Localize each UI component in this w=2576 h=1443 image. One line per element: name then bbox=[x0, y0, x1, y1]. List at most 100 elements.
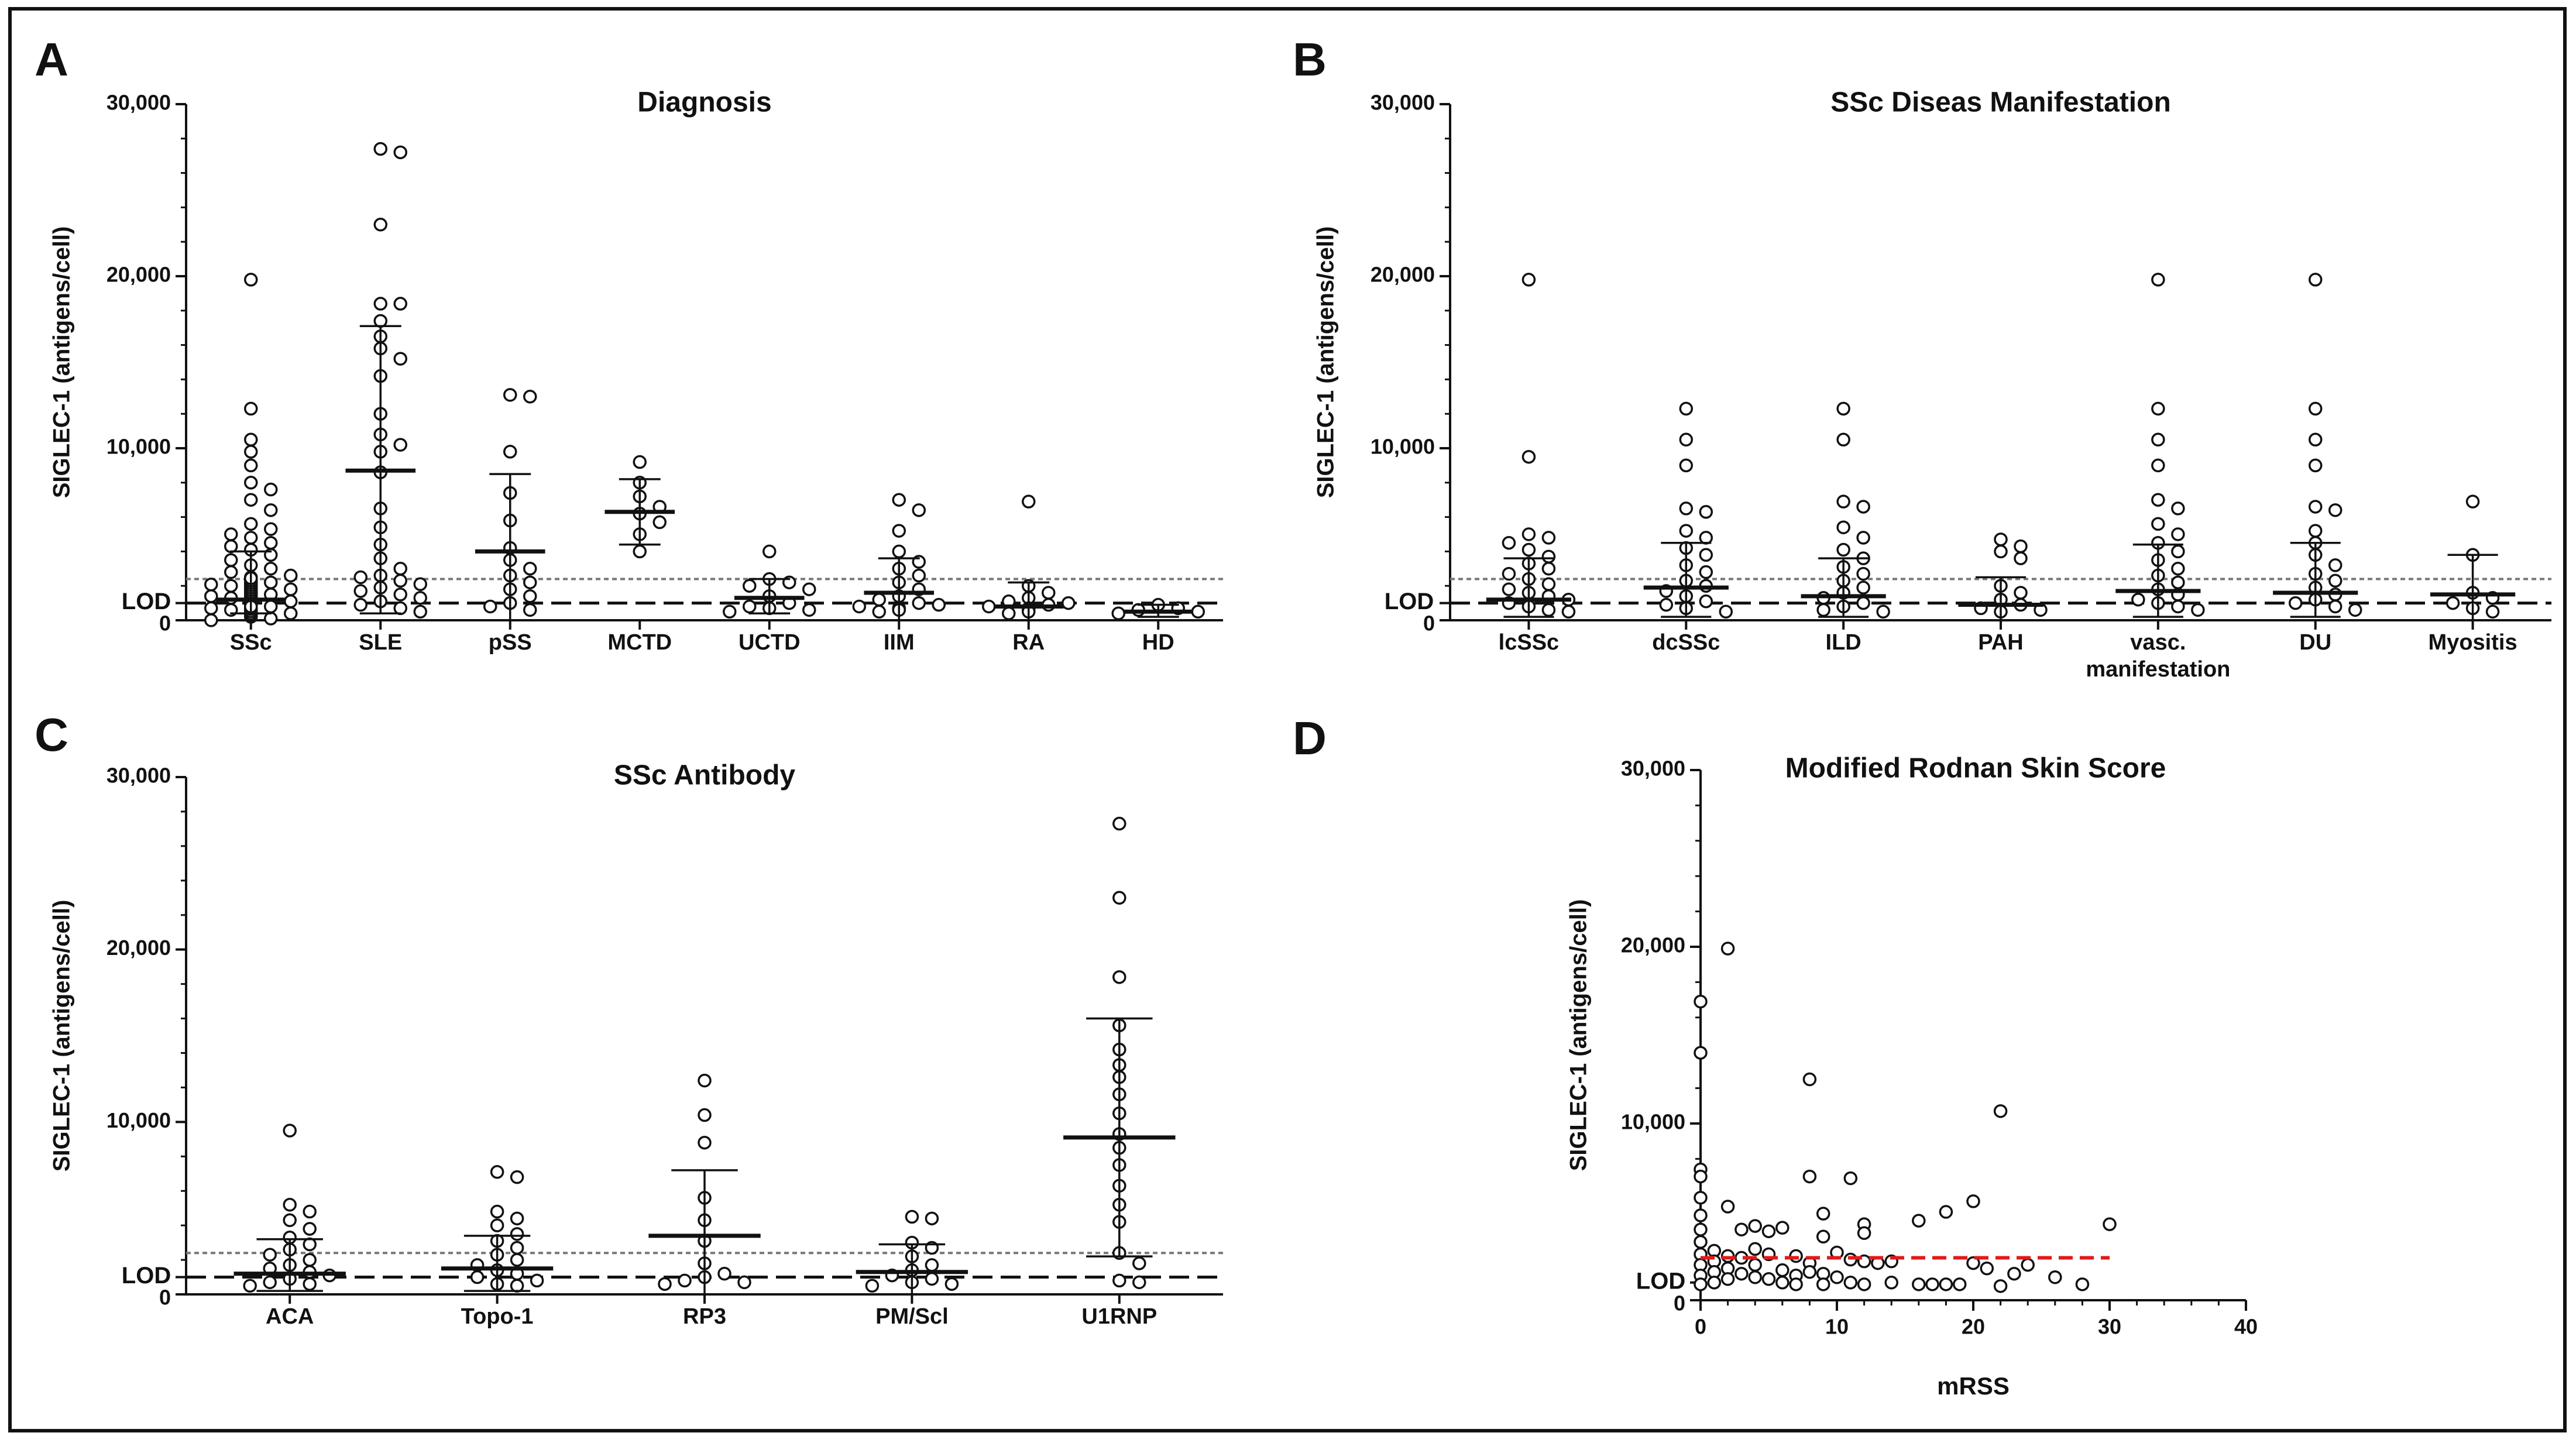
chart-title: Modified Rodnan Skin Score bbox=[1785, 753, 2166, 784]
data-point bbox=[1062, 596, 1076, 610]
y-tick-label: 30,000 bbox=[1371, 91, 1435, 115]
y-axis-label: SIGLEC-1 (antigens/cell) bbox=[49, 226, 75, 499]
data-point bbox=[1994, 544, 2008, 559]
data-point bbox=[1679, 524, 1694, 538]
data-point bbox=[1836, 542, 1850, 557]
y-tick-label: 20,000 bbox=[1621, 933, 1685, 957]
category-sle: SLE bbox=[345, 142, 427, 655]
data-point bbox=[1699, 548, 1713, 562]
data-point bbox=[865, 1279, 880, 1293]
data-point bbox=[1816, 1229, 1830, 1244]
data-point bbox=[1132, 1256, 1146, 1270]
data-point bbox=[763, 544, 777, 559]
data-point bbox=[1112, 891, 1126, 905]
data-point bbox=[1694, 1046, 1708, 1060]
data-point bbox=[1993, 1104, 2008, 1118]
x-axis-label: mRSS bbox=[1937, 1372, 2010, 1400]
data-point bbox=[2171, 575, 2185, 590]
data-point bbox=[523, 603, 537, 617]
x-tick-label: Topo-1 bbox=[461, 1304, 534, 1329]
lod-label: LOD bbox=[1385, 589, 1434, 614]
data-point bbox=[1789, 1277, 1803, 1291]
data-point bbox=[353, 570, 367, 585]
y-tick-label: 0 bbox=[159, 1286, 171, 1310]
data-point bbox=[263, 1248, 277, 1262]
data-point bbox=[723, 604, 737, 619]
data-point bbox=[1002, 606, 1016, 620]
data-point bbox=[1521, 527, 1536, 541]
data-point bbox=[243, 1279, 257, 1293]
y-tick-label: 0 bbox=[1674, 1291, 1685, 1315]
data-point bbox=[652, 515, 667, 530]
data-point bbox=[1042, 586, 1056, 600]
data-point bbox=[2308, 524, 2323, 538]
panel-label: B bbox=[1293, 33, 1327, 85]
data-point bbox=[1994, 532, 2008, 547]
data-point bbox=[2328, 573, 2343, 588]
data-point bbox=[470, 1270, 485, 1284]
category-vasc-manifestation: vasc. manifestation bbox=[2086, 273, 2230, 682]
data-point bbox=[244, 445, 258, 459]
x-tick-label: MCTD bbox=[607, 630, 672, 655]
y-axis-label: SIGLEC-1 (antigens/cell) bbox=[1313, 226, 1339, 499]
chart-title: Diagnosis bbox=[637, 87, 771, 118]
data-point bbox=[393, 297, 407, 311]
data-point bbox=[1980, 1261, 1994, 1276]
data-point bbox=[1856, 596, 1870, 610]
data-point bbox=[284, 606, 298, 620]
x-tick-label: RP3 bbox=[683, 1304, 726, 1329]
y-tick-label: 10,000 bbox=[1621, 1110, 1685, 1134]
data-point bbox=[1966, 1194, 1980, 1208]
x-tick-label: SSc bbox=[230, 630, 272, 655]
y-axis-label: SIGLEC-1 (antigens/cell) bbox=[1566, 899, 1592, 1171]
data-point bbox=[224, 527, 238, 541]
data-point bbox=[1939, 1205, 1953, 1219]
panel-label: C bbox=[35, 709, 68, 761]
y-tick-label: 10,000 bbox=[1371, 435, 1435, 459]
panel-b: B SSc Diseas Manifestation SIGLEC-1 (antig… bbox=[1293, 33, 2551, 682]
lod-label: LOD bbox=[122, 589, 171, 614]
data-point bbox=[2151, 401, 2165, 416]
data-point bbox=[523, 575, 537, 590]
data-point bbox=[1720, 1272, 1735, 1286]
x-tick-label: 30 bbox=[2098, 1315, 2121, 1339]
data-point bbox=[244, 493, 258, 507]
data-point bbox=[932, 597, 946, 612]
data-point bbox=[2151, 458, 2165, 473]
x-tick-label: 40 bbox=[2234, 1315, 2258, 1339]
data-point bbox=[1694, 1191, 1708, 1205]
data-point bbox=[1836, 401, 1850, 416]
data-point bbox=[303, 1277, 317, 1291]
data-point bbox=[303, 1237, 317, 1252]
data-point bbox=[1843, 1276, 1858, 1290]
category-u1rnp: U1RNP bbox=[1063, 816, 1176, 1329]
category-hd: HD bbox=[1111, 597, 1205, 655]
data-point bbox=[1856, 566, 1870, 581]
data-point bbox=[284, 582, 298, 596]
data-point bbox=[2308, 458, 2323, 473]
data-point bbox=[1694, 1169, 1708, 1184]
x-tick-label: U1RNP bbox=[1081, 1304, 1157, 1329]
category-pm-scl: PM/Scl bbox=[856, 1210, 968, 1329]
data-point bbox=[353, 597, 367, 612]
data-point bbox=[2014, 551, 2028, 565]
data-point bbox=[2014, 586, 2028, 600]
data-point bbox=[503, 445, 517, 459]
x-tick-label: 0 bbox=[1695, 1315, 1706, 1339]
data-point bbox=[393, 562, 407, 576]
lod-label: LOD bbox=[1636, 1268, 1685, 1294]
category-topo-1: Topo-1 bbox=[441, 1165, 554, 1329]
x-tick-label: Myositis bbox=[2429, 630, 2517, 655]
data-point bbox=[892, 544, 906, 559]
data-point bbox=[1720, 942, 1735, 956]
data-point bbox=[892, 493, 906, 507]
data-point bbox=[2007, 1266, 2021, 1281]
data-point bbox=[393, 352, 407, 366]
data-point bbox=[1802, 1072, 1817, 1087]
data-point bbox=[244, 458, 258, 473]
data-point bbox=[224, 565, 238, 579]
data-point bbox=[925, 1258, 939, 1272]
category-lcssc: lcSSc bbox=[1486, 273, 1576, 655]
data-point bbox=[204, 578, 218, 592]
y-tick-label: 30,000 bbox=[107, 764, 171, 788]
